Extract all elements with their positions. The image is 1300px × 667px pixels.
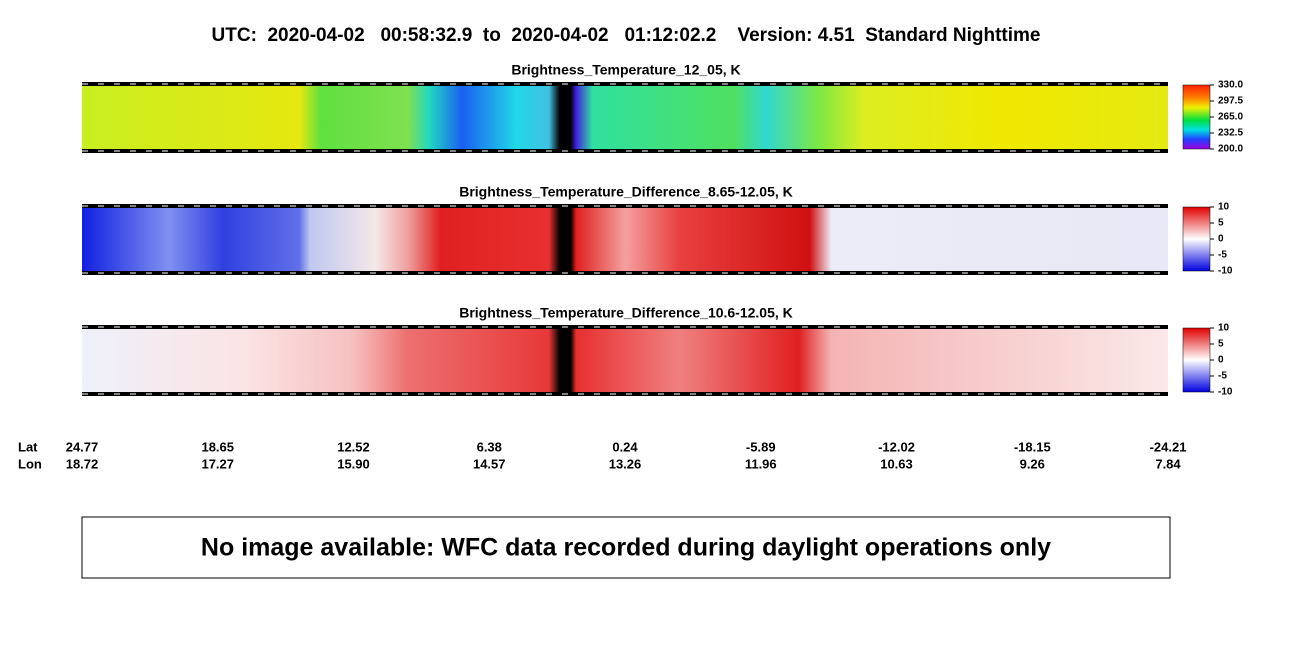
colorbar — [1182, 327, 1211, 393]
lat-tick-label: -18.15 — [1014, 439, 1051, 454]
colorbar-tick-label: 297.5 — [1218, 96, 1243, 107]
lon-tick-label: 9.26 — [1020, 456, 1045, 471]
colorbar-tick-label: -10 — [1218, 266, 1233, 277]
lon-tick-label: 10.63 — [880, 456, 913, 471]
colorbar-tick-label: 5 — [1218, 339, 1224, 350]
notice: No image available: WFC data recorded du… — [201, 534, 1051, 562]
lon-tick-label: 11.96 — [745, 456, 777, 471]
title: UTC: 2020-04-02 00:58:32.9 to 2020-04-02… — [212, 25, 1041, 46]
colorbar-tick-label: 10 — [1218, 323, 1230, 334]
lon-tick-label: 18.72 — [66, 456, 99, 471]
panel-title: Brightness_Temperature_Difference_8.65-1… — [459, 184, 793, 200]
lon-tick-label: 13.26 — [609, 456, 642, 471]
colorbar-tick-label: 265.0 — [1218, 112, 1243, 123]
colorbar-tick-label: 232.5 — [1218, 128, 1243, 139]
lat-tick-label: 0.24 — [612, 439, 638, 454]
lat-tick-label: 6.38 — [477, 439, 502, 454]
colorbar-tick-label: 5 — [1218, 218, 1224, 229]
row-label: Lat — [18, 439, 38, 454]
colorbar-tick-label: -5 — [1218, 250, 1227, 261]
strip-image — [82, 207, 1168, 272]
strips — [82, 85, 1168, 394]
lat-tick-label: 24.77 — [66, 439, 99, 454]
lon-tick-label: 17.27 — [201, 456, 234, 471]
colorbar-tick-label: 0 — [1218, 234, 1224, 245]
notice-box — [81, 516, 1171, 579]
lat-tick-label: 18.65 — [201, 439, 234, 454]
lat-tick-label: -12.02 — [878, 439, 915, 454]
lat-tick-label: -24.21 — [1150, 439, 1187, 454]
lat-tick-label: 12.52 — [337, 439, 370, 454]
colorbar — [1182, 206, 1211, 272]
colorbar-tick-label: 330.0 — [1218, 80, 1243, 91]
colorbar — [1182, 84, 1211, 150]
lat-tick-label: -5.89 — [746, 439, 776, 454]
row-label: Lon — [18, 456, 42, 471]
colorbar-tick-label: 10 — [1218, 202, 1230, 213]
lon-tick-label: 7.84 — [1155, 456, 1181, 471]
panel-title: Brightness_Temperature_12_05, K — [511, 62, 740, 78]
colorbar-tick-label: 0 — [1218, 355, 1224, 366]
panel-title: Brightness_Temperature_Difference_10.6-1… — [459, 305, 793, 321]
lon-tick-label: 14.57 — [473, 456, 506, 471]
strip-image — [82, 85, 1168, 150]
colorbar-tick-label: 200.0 — [1218, 144, 1243, 155]
strip-image — [82, 328, 1168, 394]
colorbar-tick-label: -5 — [1218, 371, 1227, 382]
lon-tick-label: 15.90 — [337, 456, 370, 471]
colorbar-tick-label: -10 — [1218, 387, 1233, 398]
